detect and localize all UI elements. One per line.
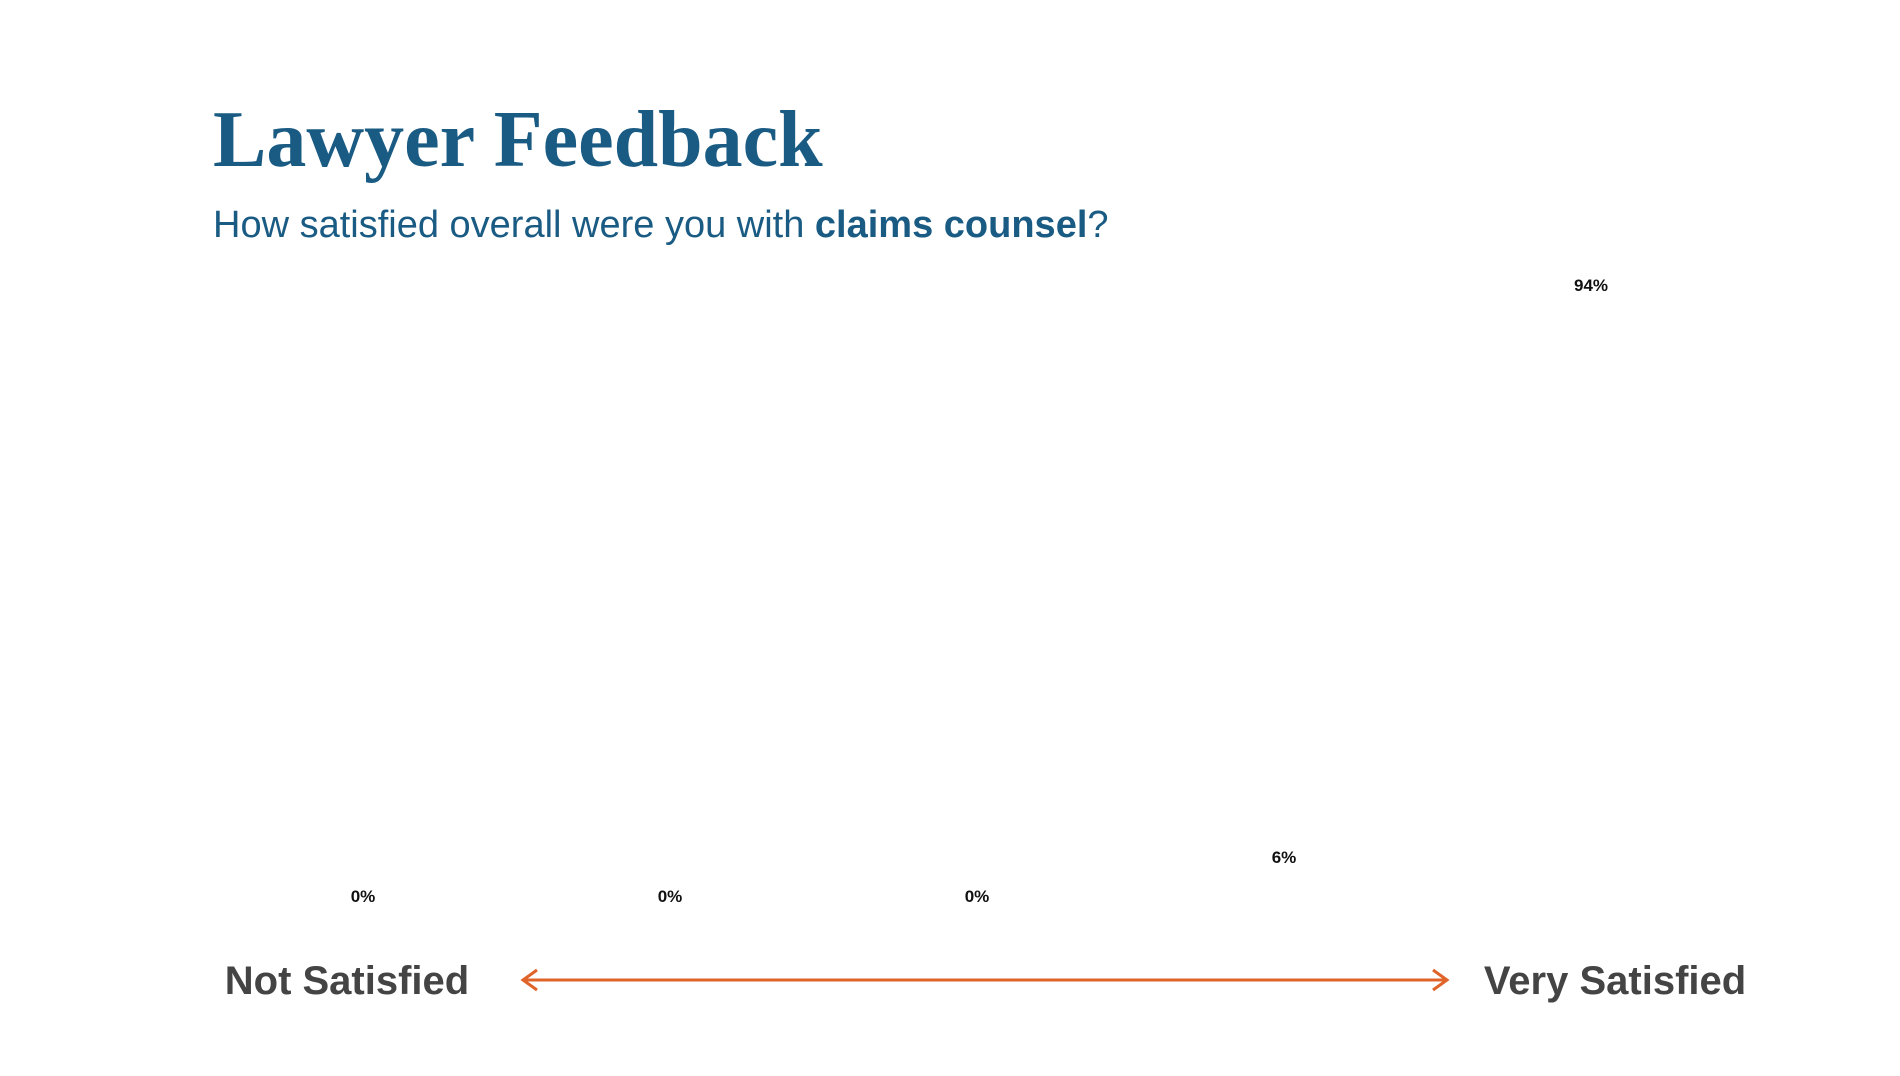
scale-arrow [520, 968, 1450, 992]
value-label: 0% [658, 887, 683, 906]
subtitle-end: ? [1087, 204, 1108, 246]
chart-title: Lawyer Feedback [213, 96, 823, 184]
scale-low-label: Not Satisfied [225, 959, 469, 1003]
scale-high-label: Very Satisfied [1484, 959, 1746, 1003]
value-label: 0% [351, 887, 376, 906]
subtitle-emphasis: claims counsel [815, 204, 1087, 246]
bar [1491, 297, 1691, 908]
chart-subtitle: How satisfied overall were you with clai… [213, 204, 1109, 246]
value-label: 94% [1574, 276, 1608, 295]
subtitle-text: How satisfied overall were you with [213, 204, 804, 246]
bar [1184, 869, 1384, 908]
value-label: 0% [965, 887, 990, 906]
value-label: 6% [1272, 848, 1297, 867]
